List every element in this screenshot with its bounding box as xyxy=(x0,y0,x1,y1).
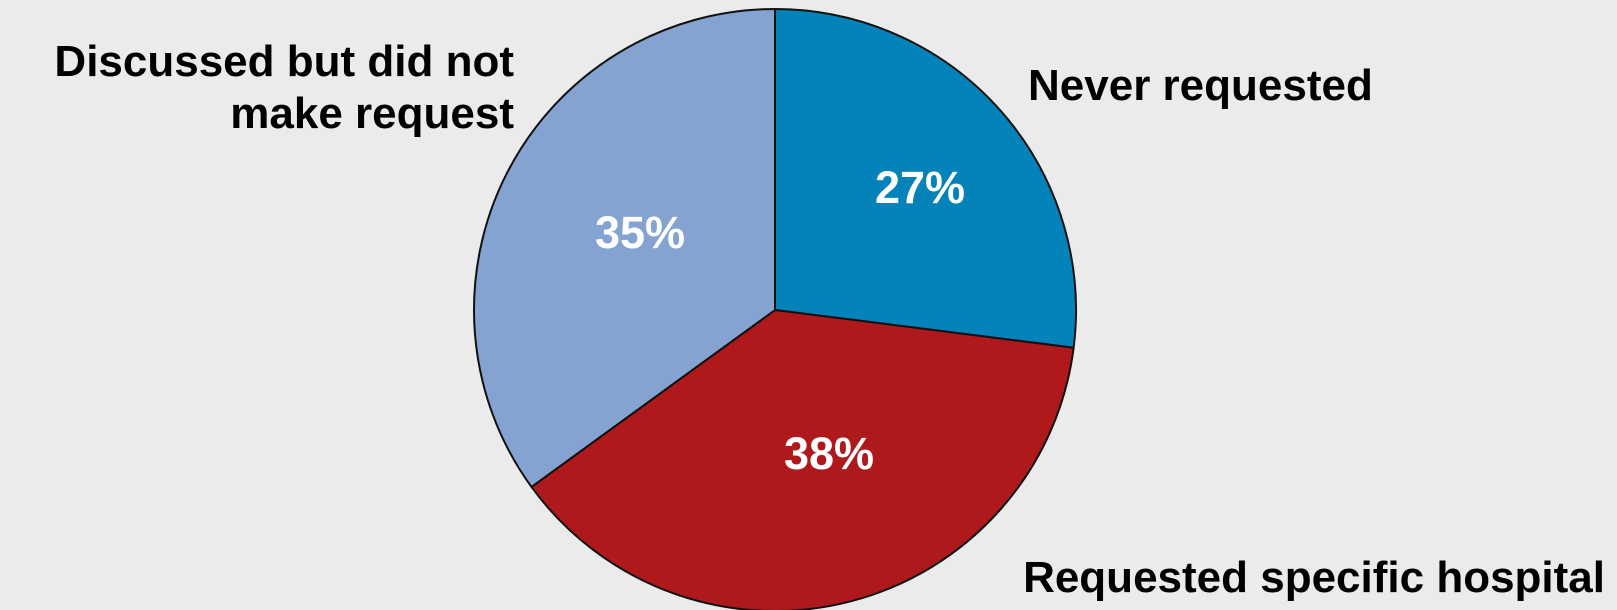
pie-slices xyxy=(473,8,1077,610)
slice-value-never-requested: 27% xyxy=(875,162,965,213)
slice-label-never-requested: Never requested xyxy=(1028,61,1373,110)
slice-label-discussed-line1: Discussed but did not xyxy=(54,37,514,86)
slice-discussed-no-request xyxy=(473,8,776,488)
slice-value-requested-specific-hospital: 38% xyxy=(784,428,874,479)
slice-requested-specific-hospital xyxy=(530,309,1075,610)
slice-never-requested xyxy=(774,8,1077,349)
slice-value-discussed-no-request: 35% xyxy=(595,207,685,258)
slice-label-requested-specific-hospital: Requested specific hospital xyxy=(1023,553,1605,602)
slice-label-discussed-line2: make request xyxy=(230,89,514,138)
